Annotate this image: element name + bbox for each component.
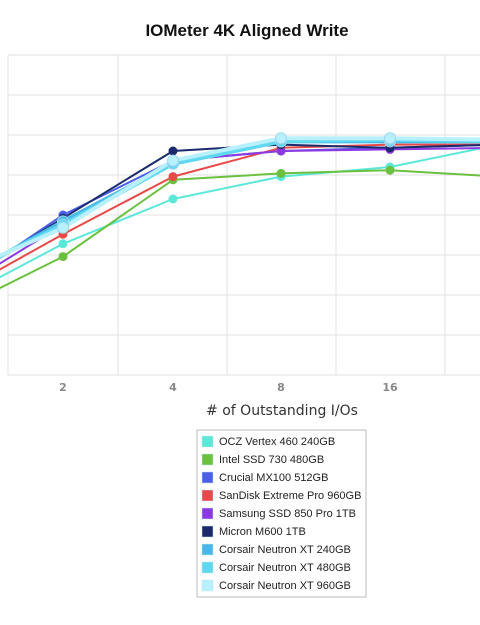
grid [7,54,480,376]
series-points [57,132,396,262]
data-point [276,146,286,156]
x-tick-label: 8 [277,381,285,394]
legend-swatch [201,471,214,484]
series-line-0 [0,147,480,279]
data-point [168,146,178,156]
data-point [276,168,286,178]
legend-swatch [201,525,214,538]
legend-item-label: SanDisk Extreme Pro 960GB [219,490,361,502]
legend-swatch [201,561,214,574]
data-point [57,221,69,234]
legend-swatch [201,579,214,592]
series-line-7 [0,137,480,259]
legend-item-label: Samsung SSD 850 Pro 1TB [219,508,356,520]
legend-box [196,429,367,598]
data-point [58,252,68,262]
data-point [168,172,178,182]
data-point [58,239,68,249]
x-tick-label: 4 [169,381,177,394]
legend-item-label: Intel SSD 730 480GB [219,454,324,466]
chart-title: IOMeter 4K Aligned Write [145,21,348,40]
data-point [384,132,396,145]
legend-swatch [201,507,214,520]
data-point [167,154,179,167]
legend-item-label: OCZ Vertex 460 240GB [219,436,335,448]
x-tick-label: 2 [59,381,67,394]
legend-item-label: Crucial MX100 512GB [219,472,328,484]
x-tick-label: 16 [382,381,398,394]
series-lines [0,136,480,290]
legend-swatch [201,543,214,556]
data-point [168,194,178,204]
x-axis-label: # of Outstanding I/Os [206,403,358,419]
legend-swatch [201,435,214,448]
legend-swatch [201,453,214,466]
legend: OCZ Vertex 460 240GB Intel SSD 730 480GB C… [196,429,367,598]
x-tick-labels: 2 4 8 16 [59,381,398,394]
legend-item-label: Micron M600 1TB [219,526,306,538]
legend-item-label: Corsair Neutron XT 240GB [219,544,351,556]
series-line-1 [0,169,480,290]
series-line-8 [0,136,480,258]
legend-item-label: Corsair Neutron XT 480GB [219,562,351,574]
legend-item-label: Corsair Neutron XT 960GB [219,580,351,592]
series-line-3 [0,143,480,271]
data-point [275,132,287,145]
legend-swatch [201,489,214,502]
data-point [385,165,395,175]
